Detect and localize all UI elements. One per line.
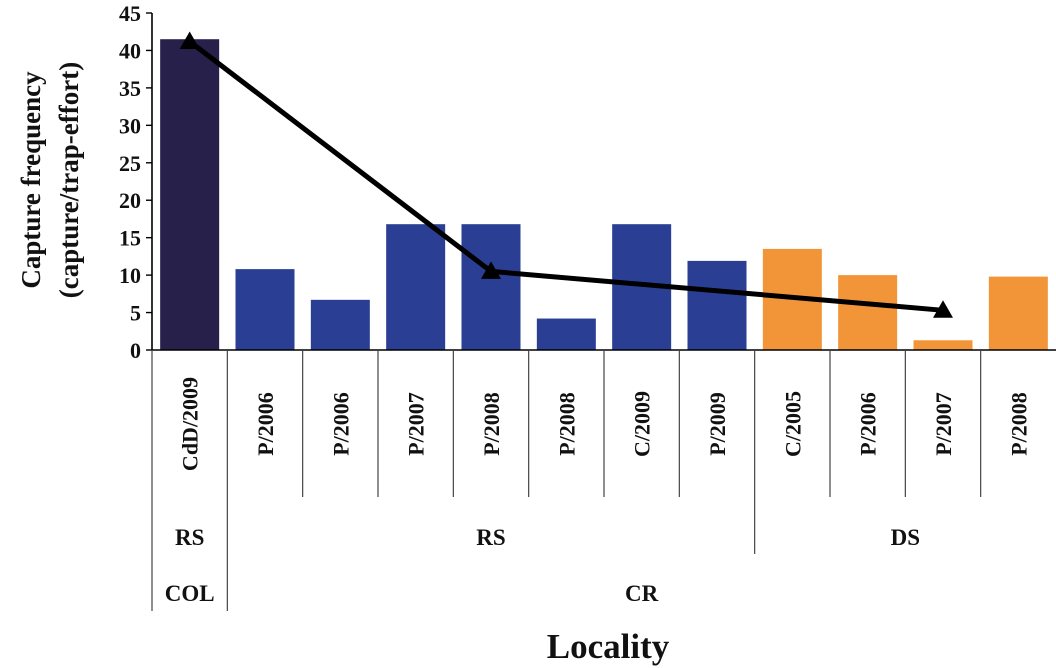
y-tick-label: 30 bbox=[119, 113, 141, 138]
y-axis: 0 5 10 15 20 25 30 35 40 45 bbox=[119, 1, 153, 363]
y-axis-title-line2: (capture/trap-effort) bbox=[54, 62, 84, 298]
category-label: CdD/2009 bbox=[178, 377, 203, 471]
bar-11 bbox=[913, 340, 973, 350]
category-label: P/2008 bbox=[554, 392, 579, 456]
bar-5 bbox=[461, 224, 521, 350]
bar-4 bbox=[386, 224, 446, 350]
category-label: P/2007 bbox=[931, 392, 956, 456]
y-tick-label: 5 bbox=[130, 301, 141, 326]
bar-8 bbox=[687, 260, 747, 350]
trend-point-1 bbox=[179, 31, 200, 49]
category-label: C/2009 bbox=[630, 391, 655, 457]
group-label: DS bbox=[891, 525, 920, 550]
x-axis: CdD/2009 P/2006 P/2006 P/2007 P/2008 P/2008 C/… bbox=[151, 349, 1056, 611]
group-label: RS bbox=[175, 525, 204, 550]
bar-6 bbox=[536, 318, 596, 350]
x-axis-title: Locality bbox=[547, 627, 670, 666]
y-tick-label: 45 bbox=[119, 1, 141, 26]
category-label: P/2006 bbox=[328, 392, 353, 456]
bar-10 bbox=[838, 275, 898, 350]
category-label: P/2007 bbox=[404, 392, 429, 456]
group-label: CR bbox=[625, 581, 659, 606]
category-label: P/2008 bbox=[1006, 392, 1031, 456]
bar-1 bbox=[160, 39, 220, 350]
category-label: C/2005 bbox=[780, 391, 805, 457]
y-tick-label: 15 bbox=[119, 226, 141, 251]
trend-point-3 bbox=[933, 300, 953, 318]
y-tick-label: 25 bbox=[119, 151, 141, 176]
y-tick-label: 35 bbox=[119, 76, 141, 101]
y-axis-title-line1: Capture frequency bbox=[16, 71, 46, 289]
y-tick-label: 20 bbox=[119, 188, 141, 213]
category-label: P/2006 bbox=[856, 392, 881, 456]
trend-point-2 bbox=[481, 261, 501, 279]
y-axis-title: Capture frequency (capture/trap-effort) bbox=[16, 62, 84, 298]
bars bbox=[160, 39, 1048, 350]
group-label: RS bbox=[476, 525, 505, 550]
trend-line bbox=[179, 31, 953, 318]
group-label: COL bbox=[165, 581, 215, 606]
bar-2 bbox=[235, 269, 295, 350]
category-label: P/2006 bbox=[253, 392, 278, 456]
bar-3 bbox=[310, 299, 370, 350]
y-tick-label: 0 bbox=[130, 338, 141, 363]
bar-12 bbox=[988, 276, 1048, 350]
trend-line-path bbox=[188, 39, 944, 313]
y-tick-label: 10 bbox=[119, 263, 141, 288]
y-tick-label: 40 bbox=[119, 38, 141, 63]
category-label: P/2009 bbox=[705, 392, 730, 456]
category-label: P/2008 bbox=[479, 392, 504, 456]
